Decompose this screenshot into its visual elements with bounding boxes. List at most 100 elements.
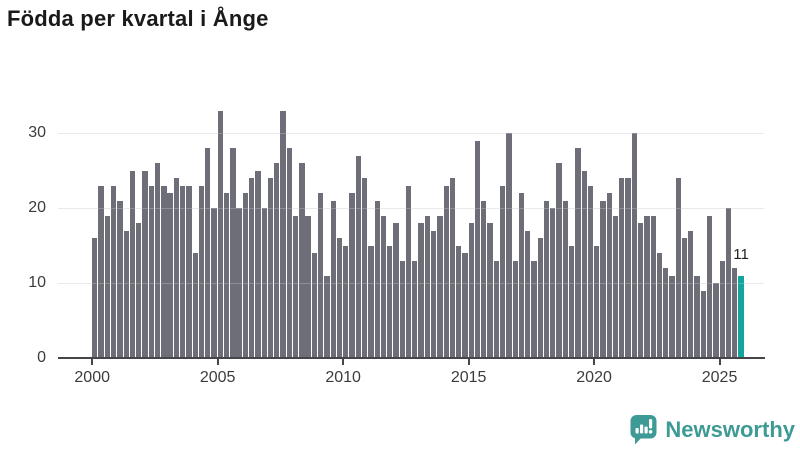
x-tick-label: 2020 xyxy=(576,369,612,386)
bar xyxy=(581,170,587,358)
bar xyxy=(437,215,443,358)
bar xyxy=(424,215,430,358)
bar xyxy=(368,245,374,358)
bar xyxy=(117,200,123,358)
highlighted-bar xyxy=(738,275,744,358)
bar xyxy=(349,193,355,358)
bar xyxy=(625,178,631,358)
bar xyxy=(142,170,148,358)
bar xyxy=(393,223,399,358)
bar xyxy=(343,245,349,358)
bar xyxy=(707,215,713,358)
x-tick-mark xyxy=(91,358,94,365)
bar xyxy=(249,178,255,358)
bar xyxy=(161,185,167,358)
bar xyxy=(217,110,223,358)
bar xyxy=(104,215,111,358)
bar xyxy=(374,200,380,358)
bar xyxy=(725,208,732,358)
y-tick-label: 10 xyxy=(28,274,46,291)
x-tick-mark xyxy=(593,358,596,365)
bar xyxy=(230,148,236,358)
bar xyxy=(487,223,493,358)
bar xyxy=(531,260,537,358)
grid-line-overlay xyxy=(58,132,764,134)
bar xyxy=(468,223,474,358)
bar xyxy=(694,275,700,358)
x-tick-label: 2015 xyxy=(450,369,487,386)
bar xyxy=(587,185,594,358)
bar xyxy=(481,200,487,358)
bar xyxy=(506,133,512,358)
bar xyxy=(732,268,738,358)
grid-line-overlay xyxy=(58,282,764,284)
bar xyxy=(412,260,418,358)
bar xyxy=(594,245,600,358)
bar xyxy=(474,140,481,358)
bar xyxy=(136,223,142,358)
bar xyxy=(556,163,562,358)
y-tick-label: 0 xyxy=(37,349,46,366)
bar xyxy=(111,185,117,358)
highlight-value-label: 11 xyxy=(733,245,749,263)
bar xyxy=(644,215,650,358)
y-tick-label: 20 xyxy=(28,199,46,216)
x-tick-mark xyxy=(342,358,345,365)
bar xyxy=(236,208,242,358)
bar xyxy=(167,193,173,358)
bar xyxy=(173,178,180,358)
bar xyxy=(255,170,261,358)
bar xyxy=(499,185,506,358)
bar xyxy=(98,185,104,358)
bar xyxy=(443,185,449,358)
newsworthy-speech-bubble-icon xyxy=(630,415,657,445)
bar xyxy=(123,230,129,358)
bar xyxy=(336,238,343,358)
y-tick-label: 30 xyxy=(28,124,46,141)
bar xyxy=(305,215,311,358)
bar xyxy=(180,185,186,358)
bar xyxy=(387,245,393,358)
newsworthy-logo[interactable]: Newsworthy xyxy=(629,414,795,445)
bar xyxy=(330,200,336,358)
bar xyxy=(631,133,638,358)
x-axis-line xyxy=(58,357,765,359)
bar xyxy=(129,170,136,358)
bar xyxy=(537,238,543,358)
x-tick-mark xyxy=(718,358,721,365)
bar xyxy=(681,238,688,358)
bar xyxy=(637,223,644,358)
bar xyxy=(619,178,625,358)
bar xyxy=(675,178,681,358)
bar xyxy=(92,238,98,358)
bar xyxy=(525,230,531,358)
bar xyxy=(512,260,518,358)
x-tick-label: 2000 xyxy=(74,369,110,386)
bar xyxy=(399,260,405,358)
bar xyxy=(242,193,249,358)
bar xyxy=(186,185,192,358)
bar xyxy=(562,200,568,358)
bar xyxy=(318,193,324,358)
bar xyxy=(700,290,707,358)
bar xyxy=(650,215,656,358)
bar xyxy=(449,178,456,358)
bar xyxy=(280,110,286,358)
bar xyxy=(719,260,725,358)
x-tick-mark xyxy=(216,358,219,365)
bar xyxy=(292,215,299,358)
grid-line xyxy=(58,132,764,134)
bar xyxy=(361,178,368,358)
bar xyxy=(575,148,581,358)
bar xyxy=(311,253,318,358)
bar xyxy=(493,260,499,358)
bar xyxy=(355,155,361,358)
bar xyxy=(669,275,675,358)
bar xyxy=(205,148,211,358)
bar xyxy=(663,268,669,358)
bar xyxy=(286,148,292,358)
bar xyxy=(456,245,462,358)
x-tick-label: 2005 xyxy=(199,369,236,386)
